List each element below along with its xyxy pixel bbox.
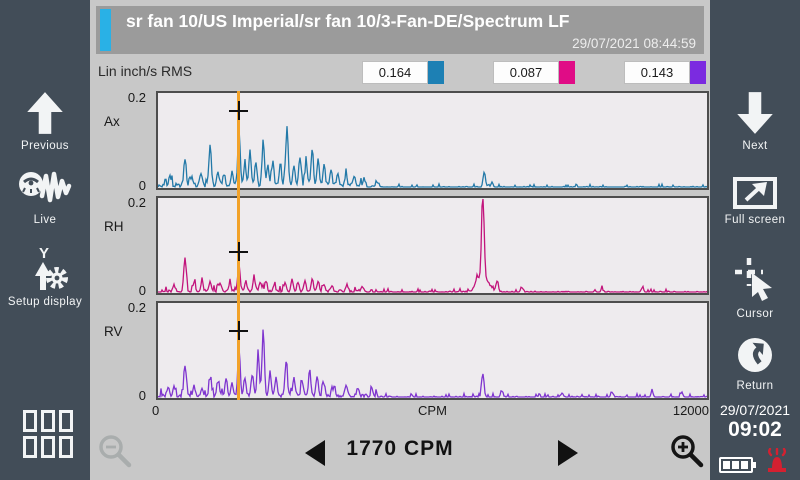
cursor-frequency-readout: 1770 CPM — [346, 437, 454, 460]
bottom-bar: 1770 CPM — [90, 430, 710, 474]
value-chip-rv-value: 0.143 — [624, 61, 690, 84]
arrow-down-icon — [710, 90, 800, 136]
value-chip-rv: 0.143 — [624, 61, 706, 84]
right-sidebar: Next Full screen Cursor — [710, 0, 800, 480]
previous-label: Previous — [21, 140, 69, 152]
spectrum-chart-ax[interactable] — [156, 91, 709, 190]
return-arrow-icon — [710, 334, 800, 376]
titlebar-accent — [100, 9, 111, 51]
chart-rh-ymax: 0.2 — [127, 195, 146, 210]
chart-ax-ymin: 0 — [138, 178, 146, 193]
chart-rv-ymin: 0 — [138, 388, 146, 403]
spectrum-chart-rv[interactable] — [156, 301, 709, 400]
value-chip-rh: 0.087 — [493, 61, 575, 84]
measurement-timestamp: 29/07/2021 08:44:59 — [572, 36, 696, 51]
chart-rv-ymax: 0.2 — [127, 300, 146, 315]
value-chip-ax-color — [428, 61, 444, 84]
full-screen-icon — [710, 176, 800, 210]
status-icons — [710, 447, 800, 480]
setup-display-label: Setup display — [7, 296, 83, 308]
cursor-value-chips: 0.164 0.087 0.143 — [362, 61, 706, 84]
chart-rv-channel: RV — [104, 324, 123, 339]
previous-button[interactable]: Previous — [0, 90, 90, 152]
return-button[interactable]: Return — [710, 334, 800, 392]
x-axis-unit: CPM — [418, 403, 447, 418]
cursor-cross-ax — [229, 100, 249, 120]
full-screen-button[interactable]: Full screen — [710, 176, 800, 226]
app-grid-icon[interactable] — [23, 410, 73, 458]
value-chip-rv-color — [690, 61, 706, 84]
unit-label: Lin inch/s RMS — [98, 63, 193, 79]
chart-ax-ymax: 0.2 — [127, 90, 146, 105]
status-date: 29/07/2021 — [719, 402, 791, 418]
value-chip-ax: 0.164 — [362, 61, 444, 84]
wireless-alert-icon — [763, 447, 791, 480]
zoom-in-button[interactable] — [668, 432, 706, 475]
value-chip-rh-color — [559, 61, 575, 84]
status-time: 09:02 — [728, 418, 782, 441]
svg-text:Y: Y — [39, 245, 49, 262]
titlebar: sr fan 10/US Imperial/sr fan 10/3-Fan-DE… — [96, 6, 704, 54]
chart-ax-channel: Ax — [104, 114, 120, 129]
measurement-path: sr fan 10/US Imperial/sr fan 10/3-Fan-DE… — [126, 11, 570, 31]
x-axis-max: 12000 — [672, 403, 709, 418]
chart-rh-ymin: 0 — [138, 283, 146, 298]
setup-display-icon: Y — [0, 244, 90, 292]
full-screen-label: Full screen — [724, 214, 786, 226]
spectrum-chart-rh[interactable] — [156, 196, 709, 295]
cursor-label: Cursor — [736, 308, 774, 320]
peak-right-button[interactable] — [558, 440, 578, 466]
cursor-cross-rh — [229, 242, 249, 262]
battery-icon — [719, 456, 756, 473]
value-chip-ax-value: 0.164 — [362, 61, 428, 84]
setup-display-button[interactable]: Y Setup display — [0, 244, 90, 308]
value-chip-rh-value: 0.087 — [493, 61, 559, 84]
next-button[interactable]: Next — [710, 90, 800, 152]
cursor-crosshair-icon — [710, 256, 800, 304]
return-label: Return — [736, 380, 774, 392]
chart-rh-channel: RH — [104, 219, 124, 234]
cursor-cross-rv — [229, 320, 249, 340]
x-axis-min: 0 — [152, 403, 160, 418]
live-label: Live — [33, 214, 57, 226]
live-button[interactable]: Live — [0, 166, 90, 226]
cursor-button[interactable]: Cursor — [710, 256, 800, 320]
left-sidebar: Previous Live Y — [0, 0, 90, 480]
main-panel: sr fan 10/US Imperial/sr fan 10/3-Fan-DE… — [90, 0, 710, 480]
next-label: Next — [742, 140, 768, 152]
live-waveform-icon — [0, 166, 90, 210]
arrow-up-icon — [0, 90, 90, 136]
peak-left-button[interactable] — [305, 440, 325, 466]
zoom-out-button[interactable] — [96, 432, 134, 475]
